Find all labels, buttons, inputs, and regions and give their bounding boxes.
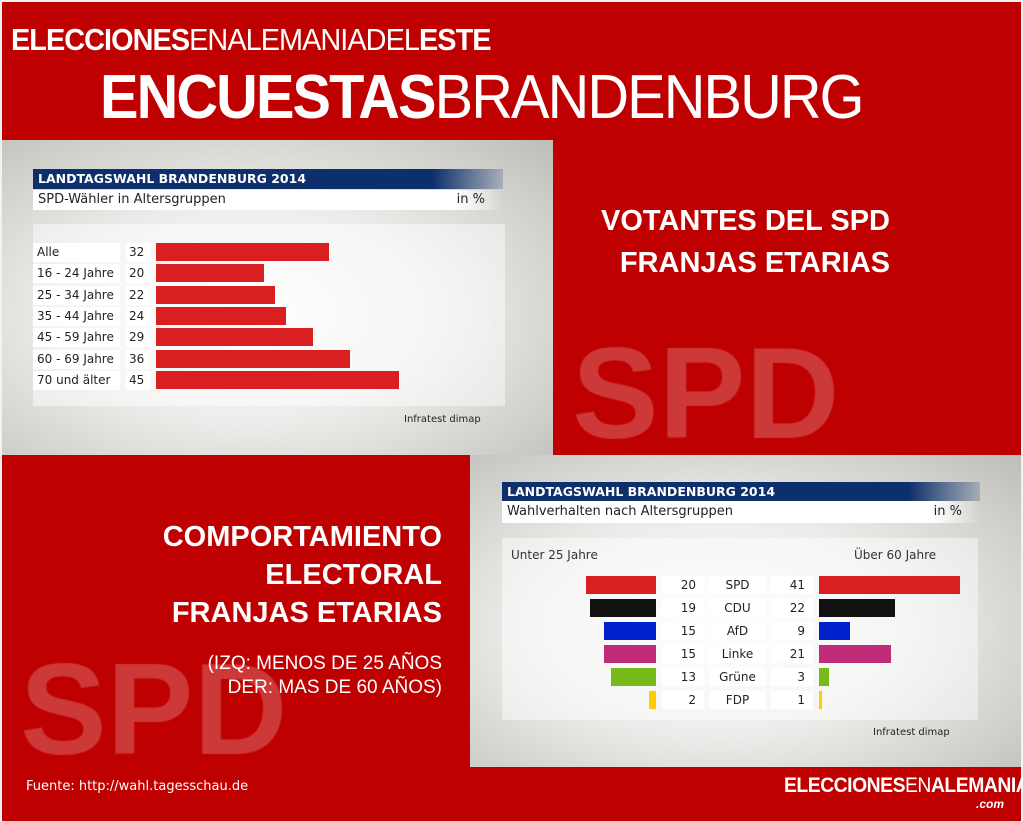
value-left: 19 [662, 599, 704, 617]
value-left: 15 [662, 645, 704, 663]
party-label: FDP [709, 691, 766, 709]
value-label: 20 [126, 264, 151, 284]
bar-left [649, 691, 656, 709]
category-label: 60 - 69 Jahre [33, 349, 120, 369]
category-label: 35 - 44 Jahre [33, 306, 120, 326]
bar-right [819, 691, 823, 709]
page-title: ENCUESTASBRANDENBURG [100, 63, 865, 132]
category-label: 25 - 34 Jahre [33, 285, 120, 305]
party-label: AfD [709, 622, 766, 640]
value-label: 22 [126, 285, 151, 305]
bar [156, 264, 264, 283]
bar-right [819, 576, 961, 594]
chart2-source: Infratest dimap [873, 727, 950, 738]
bar [156, 349, 351, 368]
value-label: 36 [126, 349, 151, 369]
bar-left [610, 668, 656, 686]
party-label: Grüne [709, 668, 766, 686]
footer-source: Fuente: http://wahl.tagesschau.de [26, 779, 249, 794]
bar-right [819, 622, 851, 640]
bar [156, 285, 275, 304]
spd-watermark [20, 634, 320, 764]
value-left: 13 [662, 668, 704, 686]
chart1-source: Infratest dimap [404, 414, 481, 425]
value-right: 9 [771, 622, 813, 640]
bar-right [819, 668, 830, 686]
value-label: 45 [126, 370, 151, 390]
series-label-right: Über 60 Jahre [854, 548, 937, 562]
site-title: ELECCIONESENALEMANIADELESTE [11, 22, 491, 57]
bar [156, 370, 399, 389]
value-label: 32 [126, 243, 151, 262]
section2-note: (IZQ: MENOS DE 25 AÑOS DER: MAS DE 60 AÑO… [207, 653, 442, 698]
section2-title: COMPORTAMIENTO ELECTORAL FRANJAS ETARIAS [162, 521, 442, 629]
value-right: 3 [771, 668, 813, 686]
bar [156, 328, 313, 347]
value-right: 21 [771, 645, 813, 663]
series-label-left: Unter 25 Jahre [511, 548, 598, 562]
bar [156, 243, 329, 261]
footer-logo-sub: .com [976, 797, 1005, 811]
spd-watermark [572, 318, 872, 448]
party-label: CDU [709, 599, 766, 617]
value-right: 41 [771, 576, 813, 594]
value-left: 15 [662, 622, 704, 640]
chart2-subtitle: Wahlverhalten nach Altersgruppen in % [502, 501, 980, 523]
value-right: 1 [771, 691, 813, 709]
party-label: Linke [709, 645, 766, 663]
bar-left [586, 576, 656, 594]
bar-left [603, 645, 656, 663]
category-label: 45 - 59 Jahre [33, 328, 120, 348]
bar-left [589, 599, 656, 617]
chart2-title: LANDTAGSWAHL BRANDENBURG 2014 [502, 482, 980, 501]
category-label: 16 - 24 Jahre [33, 264, 120, 284]
bar [156, 306, 286, 325]
bar-left [603, 622, 656, 640]
value-left: 2 [662, 691, 704, 709]
footer-logo: ELECCIONESENALEMANIA [784, 774, 1023, 797]
value-label: 29 [126, 328, 151, 348]
footer-band [2, 767, 1021, 821]
party-label: SPD [709, 576, 766, 594]
chart1-title: LANDTAGSWAHL BRANDENBURG 2014 [33, 169, 503, 189]
bar-right [819, 645, 892, 663]
bar-right [819, 599, 895, 617]
value-label: 24 [126, 306, 151, 326]
category-label: Alle [33, 243, 120, 262]
chart1-subtitle: SPD-Wähler in Altersgruppen in % [33, 190, 503, 210]
value-left: 20 [662, 576, 704, 594]
value-right: 22 [771, 599, 813, 617]
header-band [2, 2, 1021, 140]
category-label: 70 und älter [33, 370, 120, 390]
section1-title: VOTANTES DEL SPD FRANJAS ETARIAS [601, 205, 890, 279]
